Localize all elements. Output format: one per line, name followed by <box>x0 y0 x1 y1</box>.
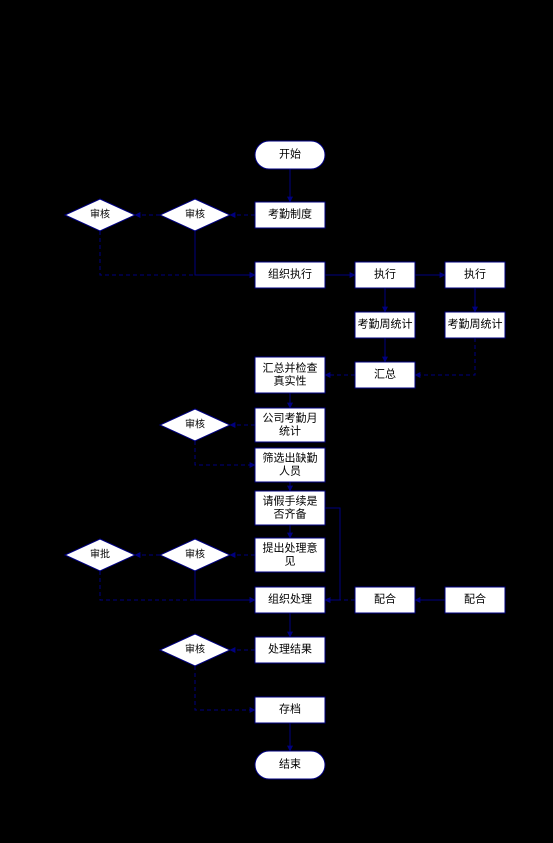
node-n17: 存档 <box>255 697 325 723</box>
edge-d4-n13 <box>195 571 255 600</box>
node-d2: 审核 <box>65 199 135 231</box>
node-label-n15: 配合 <box>464 592 486 606</box>
node-label-n16: 处理结果 <box>268 643 312 656</box>
node-n13: 组织处理 <box>255 587 325 613</box>
node-n10: 筛选出缺勤人员 <box>255 448 325 482</box>
node-start: 开始 <box>255 141 325 169</box>
node-d5: 审批 <box>65 539 135 571</box>
node-label-d3: 审核 <box>185 417 205 430</box>
flowchart-canvas: 开始考勤制度审核审核组织执行执行执行考勤周统计考勤周统计汇总汇总并检查真实性公司… <box>0 0 553 843</box>
node-n3: 执行 <box>355 262 415 288</box>
node-label-d5: 审批 <box>90 547 110 560</box>
node-n5: 考勤周统计 <box>355 312 415 338</box>
node-label-d6: 审核 <box>185 642 205 655</box>
node-label-n7: 汇总 <box>374 367 396 381</box>
node-n14: 配合 <box>355 587 415 613</box>
node-label-d4: 审核 <box>185 547 205 560</box>
node-label-end: 结束 <box>279 758 301 771</box>
node-d1: 审核 <box>160 199 230 231</box>
node-n2: 组织执行 <box>255 262 325 288</box>
node-label-n17: 存档 <box>279 702 301 716</box>
edge-d3-n10 <box>195 441 255 465</box>
node-label-n4: 执行 <box>464 267 486 281</box>
edge-n11-n13 <box>325 508 340 600</box>
node-label-n13: 组织处理 <box>268 592 312 606</box>
node-n12: 提出处理意见 <box>255 538 325 572</box>
node-n1: 考勤制度 <box>255 202 325 228</box>
edge-label-n11-n13: 是 <box>328 588 338 600</box>
node-label-n3: 执行 <box>374 267 396 281</box>
node-d4: 审核 <box>160 539 230 571</box>
node-end: 结束 <box>255 751 325 779</box>
node-label-start: 开始 <box>279 147 301 161</box>
edge-d5-n13 <box>100 571 255 600</box>
node-label-d1: 审核 <box>185 207 205 220</box>
node-label-n6: 考勤周统计 <box>448 318 503 331</box>
edge-d6-n17 <box>195 666 255 710</box>
node-n16: 处理结果 <box>255 637 325 663</box>
edge-d1-n2 <box>195 231 255 275</box>
node-label-n14: 配合 <box>374 592 396 606</box>
edge-n6-n7 <box>415 338 475 375</box>
node-n7: 汇总 <box>355 362 415 388</box>
node-label-n2: 组织执行 <box>268 267 312 281</box>
node-n8: 汇总并检查真实性 <box>255 357 325 393</box>
node-label-d2: 审核 <box>90 207 110 220</box>
node-n6: 考勤周统计 <box>445 312 505 338</box>
node-label-n5: 考勤周统计 <box>358 318 413 331</box>
node-n9: 公司考勤月统计 <box>255 408 325 442</box>
node-label-n1: 考勤制度 <box>268 207 312 221</box>
edge-d2-n2 <box>100 231 255 275</box>
edge-label-n11-n12: 否 <box>293 527 303 539</box>
node-n15: 配合 <box>445 587 505 613</box>
node-n11: 请假手续是否齐备 <box>255 491 325 525</box>
node-d3: 审核 <box>160 409 230 441</box>
node-n4: 执行 <box>445 262 505 288</box>
node-d6: 审核 <box>160 634 230 666</box>
